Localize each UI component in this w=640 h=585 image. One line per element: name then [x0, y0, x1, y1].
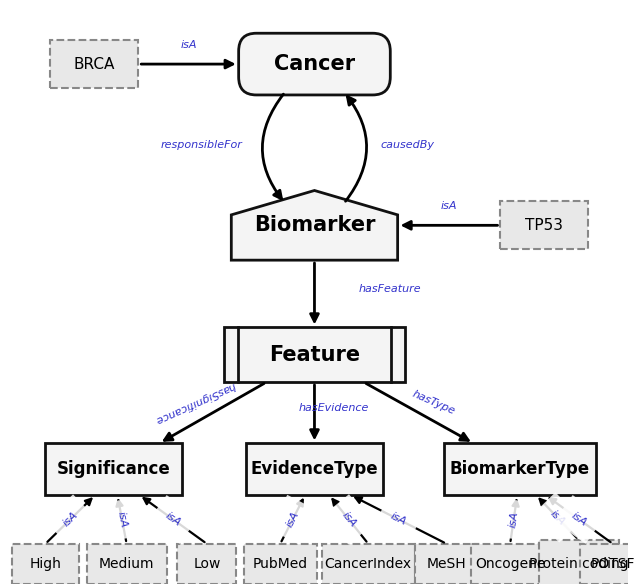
Text: isA: isA [570, 511, 589, 528]
Bar [500, 201, 588, 249]
Bar [86, 544, 167, 584]
Text: isA: isA [389, 511, 408, 528]
Text: isA: isA [180, 40, 196, 50]
Text: hasEvidence: hasEvidence [299, 402, 369, 412]
Bar [538, 540, 619, 585]
Text: isA: isA [441, 201, 457, 211]
Text: Medium: Medium [99, 557, 154, 571]
Text: isA: isA [163, 511, 182, 528]
Text: hasFeature: hasFeature [358, 284, 421, 294]
Text: Biomarker: Biomarker [253, 215, 375, 235]
Text: CancerIndex: CancerIndex [324, 557, 412, 571]
Polygon shape [231, 191, 397, 260]
Text: Feature: Feature [269, 345, 360, 364]
Bar [12, 544, 79, 584]
Bar [244, 544, 317, 584]
Text: isA: isA [508, 511, 520, 528]
Text: BRCA: BRCA [74, 57, 115, 71]
Text: hasType: hasType [410, 389, 456, 417]
Text: isA: isA [548, 508, 566, 527]
Bar [177, 544, 236, 584]
Text: isA: isA [116, 510, 129, 528]
Bar [45, 443, 182, 495]
Bar [580, 544, 640, 584]
Text: Significance: Significance [57, 460, 171, 478]
Text: POTSF: POTSF [591, 557, 635, 571]
Text: responsibleFor: responsibleFor [161, 140, 243, 150]
Text: BiomarkerType: BiomarkerType [450, 460, 590, 478]
Text: Cancer: Cancer [274, 54, 355, 74]
Text: isA: isA [61, 510, 80, 529]
Bar [444, 443, 596, 495]
Bar [322, 544, 415, 584]
Text: PubMed: PubMed [253, 557, 308, 571]
Text: Protein coding: Protein coding [529, 557, 628, 571]
Text: EvidenceType: EvidenceType [251, 460, 378, 478]
Text: TP53: TP53 [525, 218, 563, 233]
Text: causedBy: causedBy [380, 140, 435, 150]
Bar [415, 544, 478, 584]
Text: isA: isA [340, 510, 358, 529]
Text: Low: Low [193, 557, 221, 571]
Bar [224, 328, 405, 382]
Text: Oncogene: Oncogene [475, 557, 545, 571]
Text: High: High [29, 557, 61, 571]
Text: isA: isA [284, 510, 301, 529]
Bar [246, 443, 383, 495]
Bar [51, 40, 138, 88]
FancyBboxPatch shape [239, 33, 390, 95]
Text: hasSignificance: hasSignificance [154, 380, 237, 425]
Text: MeSH: MeSH [427, 557, 467, 571]
Bar [471, 544, 549, 584]
